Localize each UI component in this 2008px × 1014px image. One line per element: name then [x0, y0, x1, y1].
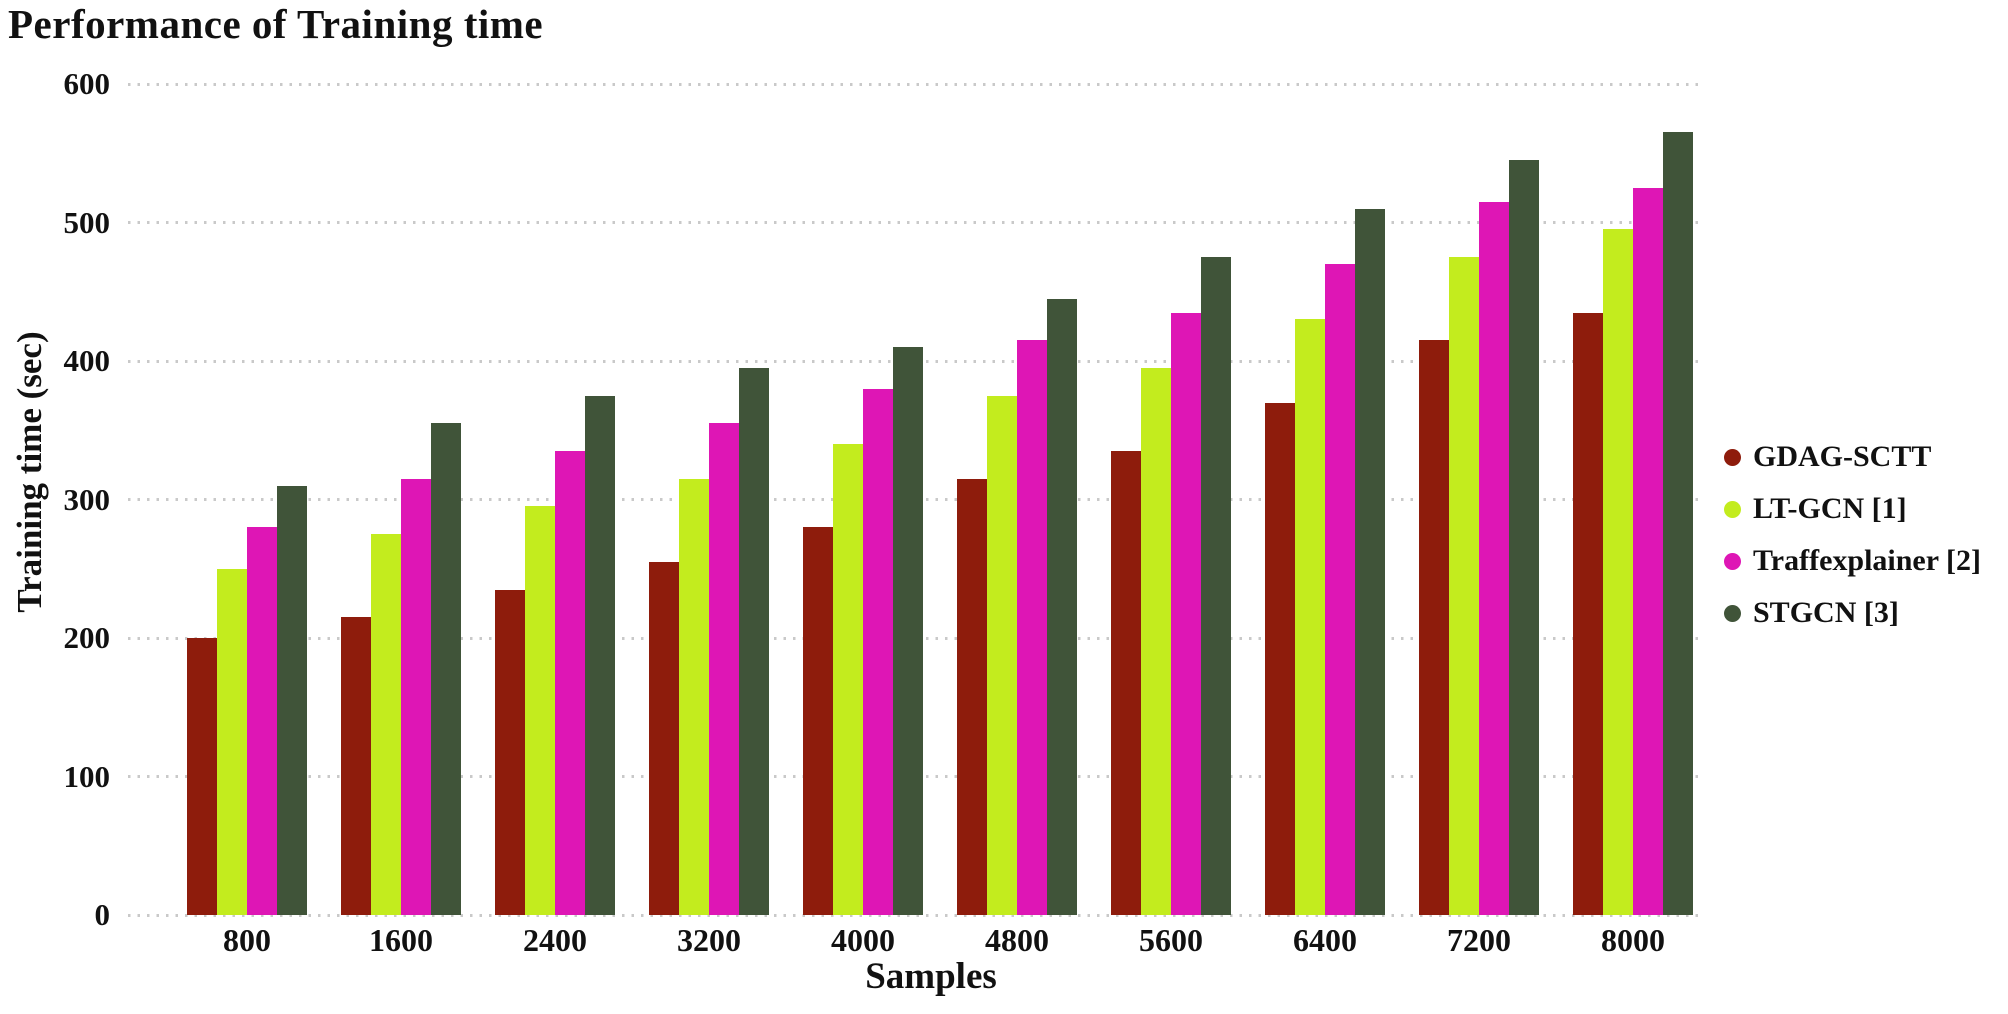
- y-tick-label: 500: [63, 204, 111, 240]
- bar: [1633, 187, 1663, 915]
- bar: [1419, 340, 1449, 915]
- bar: [1573, 312, 1603, 915]
- legend-label: Traffexplainer [2]: [1753, 544, 1982, 577]
- legend-label: GDAG-SCTT: [1753, 440, 1932, 473]
- y-tick-label: 0: [94, 897, 111, 932]
- legend-marker-icon: [1724, 500, 1741, 518]
- bar: [247, 527, 277, 915]
- bar: [1265, 402, 1295, 915]
- y-tick-label: 600: [63, 66, 111, 101]
- bar: [739, 367, 769, 915]
- gridline-y500: [128, 221, 1700, 224]
- bar: [585, 395, 615, 915]
- bar: [1663, 132, 1693, 915]
- bar: [1047, 298, 1077, 915]
- bar: [1479, 201, 1509, 915]
- bar: [187, 638, 217, 915]
- bar: [709, 423, 739, 915]
- bar: [217, 568, 247, 915]
- x-tick-label: 2400: [523, 922, 587, 958]
- bar: [371, 534, 401, 915]
- bar: [1449, 257, 1479, 915]
- bar: [431, 423, 461, 915]
- y-tick-label: 200: [63, 620, 111, 655]
- x-tick-label: 7200: [1447, 922, 1511, 958]
- legend-item: STGCN [3]: [1724, 587, 1981, 639]
- y-tick-label: 300: [63, 481, 111, 517]
- y-tick-label: 400: [63, 343, 111, 378]
- bar: [1017, 340, 1047, 915]
- bar: [525, 506, 555, 915]
- gridline-y0: [128, 913, 1700, 917]
- bar: [1201, 257, 1231, 915]
- legend-label: LT-GCN [1]: [1753, 492, 1907, 525]
- bar: [495, 589, 525, 915]
- x-tick-label: 1600: [369, 922, 433, 958]
- bar: [277, 485, 307, 915]
- bar: [957, 478, 987, 915]
- x-tick-label: 5600: [1139, 922, 1203, 958]
- bar: [833, 444, 863, 915]
- bar: [649, 561, 679, 915]
- bar: [401, 478, 431, 915]
- x-tick-label: 4800: [985, 922, 1049, 958]
- bar: [863, 388, 893, 915]
- bar: [679, 478, 709, 915]
- bar: [1355, 208, 1385, 915]
- legend-item: GDAG-SCTT: [1724, 431, 1981, 483]
- bar: [893, 347, 923, 915]
- legend-label: STGCN [3]: [1753, 596, 1899, 629]
- bar: [341, 617, 371, 915]
- bar: [1325, 264, 1355, 915]
- x-tick-label: 800: [223, 922, 271, 958]
- bar: [1111, 451, 1141, 915]
- x-tick-label: 6400: [1293, 922, 1357, 958]
- y-tick-label: 100: [63, 758, 111, 794]
- x-axis-title: Samples: [865, 956, 997, 997]
- bar: [1603, 229, 1633, 915]
- bar: [1141, 367, 1171, 915]
- bar: [803, 527, 833, 915]
- legend: GDAG-SCTT LT-GCN [1] Traffexplainer [2] STG…: [1724, 431, 1981, 639]
- gridline-y600: [128, 82, 1700, 86]
- legend-marker-icon: [1724, 552, 1741, 570]
- bar: [555, 451, 585, 915]
- legend-item: Traffexplainer [2]: [1724, 535, 1981, 587]
- bar: [987, 395, 1017, 915]
- bar: [1509, 160, 1539, 915]
- legend-item: LT-GCN [1]: [1724, 483, 1981, 535]
- x-tick-label: 8000: [1601, 922, 1665, 958]
- legend-marker-icon: [1724, 448, 1741, 466]
- x-tick-label: 3200: [677, 922, 741, 958]
- x-tick-label: 4000: [831, 922, 895, 958]
- legend-marker-icon: [1724, 604, 1741, 622]
- chart-title: Performance of Training time: [8, 1, 544, 47]
- bar: [1171, 312, 1201, 915]
- bar: [1295, 319, 1325, 915]
